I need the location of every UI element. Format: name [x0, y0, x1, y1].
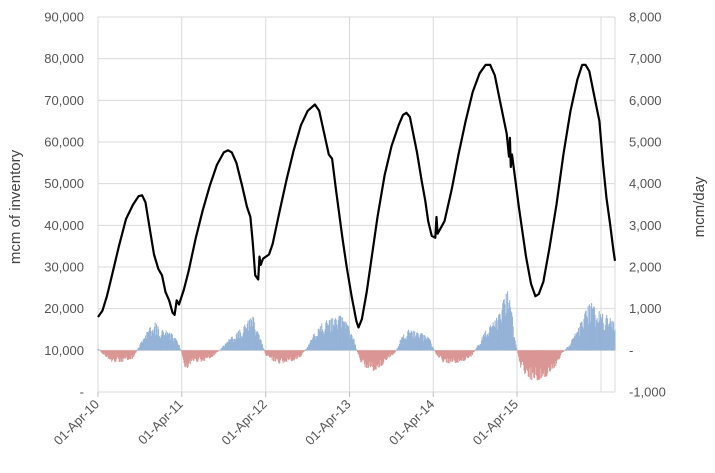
inventory-line: [97, 63, 617, 329]
right-tick-label: 1,000: [629, 301, 662, 316]
right-tick-label: 7,000: [629, 51, 662, 66]
x-tick-label: 01-Apr-14: [386, 397, 437, 448]
x-tick-label: 01-Apr-12: [218, 397, 269, 448]
left-tick-label: -: [80, 385, 84, 400]
left-axis-title: mcm of inventory: [7, 149, 24, 264]
left-tick-label: 80,000: [44, 51, 84, 66]
left-tick-label: 50,000: [44, 176, 84, 191]
right-tick-label: 2,000: [629, 260, 662, 275]
x-tick-label: 01-Apr-15: [470, 397, 521, 448]
left-tick-label: 60,000: [44, 135, 84, 150]
left-tick-label: 90,000: [44, 10, 84, 25]
x-axis-ticks: 01-Apr-10 01-Apr-11 01-Apr-12 01-Apr-13 01-A…: [51, 392, 521, 448]
right-tick-label: 6,000: [629, 93, 662, 108]
daily-flow-bars: [97, 291, 616, 381]
x-tick-label: 01-Apr-11: [135, 397, 186, 448]
grid: [97, 16, 616, 393]
right-tick-label: 3,000: [629, 218, 662, 233]
right-tick-label: 5,000: [629, 135, 662, 150]
left-tick-label: 70,000: [44, 93, 84, 108]
right-tick-label: 4,000: [629, 176, 662, 191]
left-tick-label: 20,000: [44, 301, 84, 316]
right-tick-label: -: [629, 343, 633, 358]
right-axis-title: mcm/day: [691, 176, 708, 237]
right-axis-ticks: -1,000-1,0002,0003,0004,0005,0006,0007,0…: [629, 10, 666, 400]
left-tick-label: 10,000: [44, 343, 84, 358]
left-tick-label: 40,000: [44, 218, 84, 233]
x-tick-label: 01-Apr-10: [51, 397, 102, 448]
x-tick-label: 01-Apr-13: [302, 397, 353, 448]
left-tick-label: 30,000: [44, 260, 84, 275]
left-axis-ticks: - 10,000 20,000 30,000 40,000 50,000 60,000 70,…: [44, 10, 84, 400]
right-tick-label: -1,000: [629, 385, 666, 400]
right-tick-label: 8,000: [629, 10, 662, 25]
